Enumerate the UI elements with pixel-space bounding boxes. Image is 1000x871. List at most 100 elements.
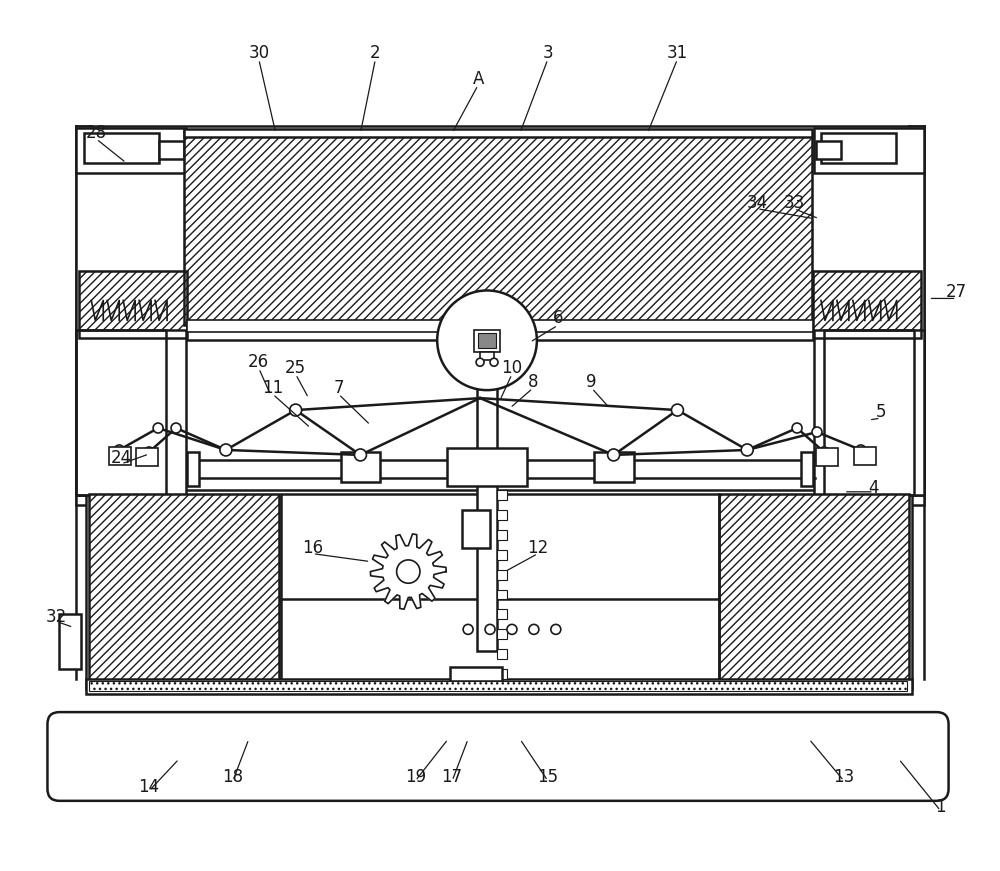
Bar (187, 321, 813, 333)
Bar (84, 133, 159, 163)
Circle shape (397, 560, 420, 584)
Bar (159, 141, 184, 159)
Bar (814, 128, 924, 172)
Circle shape (490, 358, 498, 366)
Bar (89, 494, 279, 685)
Bar (719, 494, 909, 685)
Bar (76, 128, 186, 172)
Bar (497, 550, 507, 559)
Bar (497, 530, 507, 540)
Bar (474, 330, 500, 352)
Bar (821, 133, 896, 163)
Circle shape (171, 423, 181, 433)
Text: 4: 4 (869, 479, 879, 496)
Bar (281, 494, 719, 604)
Bar (462, 510, 490, 548)
Polygon shape (370, 534, 446, 609)
Bar (76, 341, 924, 495)
Bar (813, 271, 921, 338)
Circle shape (144, 447, 154, 457)
Bar (341, 452, 380, 482)
Text: 33: 33 (783, 193, 805, 212)
Bar (497, 610, 507, 619)
Bar (497, 649, 507, 659)
Bar (86, 490, 912, 689)
Bar (497, 510, 507, 520)
Circle shape (437, 290, 537, 390)
Bar (497, 490, 507, 500)
Text: 5: 5 (876, 403, 886, 421)
Text: 3: 3 (543, 44, 553, 62)
FancyBboxPatch shape (47, 712, 949, 800)
Text: 28: 28 (86, 124, 107, 142)
Bar (187, 452, 199, 486)
Circle shape (608, 449, 620, 461)
Text: 11: 11 (262, 379, 283, 397)
Text: 24: 24 (111, 449, 132, 467)
Circle shape (463, 625, 473, 634)
Text: 27: 27 (946, 283, 967, 301)
Text: 19: 19 (405, 768, 426, 786)
Circle shape (114, 445, 124, 455)
Text: 32: 32 (46, 609, 67, 626)
Circle shape (819, 447, 829, 457)
Bar (477, 362, 497, 652)
Bar (816, 448, 838, 466)
Bar (801, 452, 813, 486)
Bar (89, 681, 907, 692)
Bar (89, 494, 279, 685)
Bar (813, 271, 921, 338)
Text: 1: 1 (935, 798, 946, 816)
Bar (76, 126, 924, 505)
Bar (497, 590, 507, 599)
Bar (824, 330, 914, 495)
Circle shape (671, 404, 683, 416)
Circle shape (792, 423, 802, 433)
Bar (59, 614, 81, 669)
Circle shape (220, 444, 232, 456)
Circle shape (290, 404, 302, 416)
Bar (86, 679, 912, 694)
Bar (184, 129, 812, 137)
Bar (76, 330, 166, 495)
Bar (79, 271, 187, 338)
Text: 13: 13 (833, 768, 855, 786)
Bar (76, 330, 186, 495)
Bar (79, 271, 187, 338)
Circle shape (485, 625, 495, 634)
Text: A: A (472, 71, 484, 88)
Bar (450, 667, 502, 681)
Circle shape (812, 427, 822, 437)
Text: 31: 31 (667, 44, 688, 62)
Circle shape (354, 449, 366, 461)
Circle shape (476, 358, 484, 366)
Bar (184, 131, 812, 326)
Bar (854, 447, 876, 465)
Bar (184, 131, 812, 326)
Bar (814, 330, 924, 495)
Text: 7: 7 (333, 379, 344, 397)
Text: 15: 15 (537, 768, 558, 786)
Text: 17: 17 (442, 768, 463, 786)
Text: 18: 18 (222, 768, 243, 786)
Text: 12: 12 (527, 538, 549, 557)
Bar (816, 141, 841, 159)
Text: 6: 6 (553, 309, 563, 327)
Bar (136, 448, 158, 466)
Circle shape (153, 423, 163, 433)
Circle shape (551, 625, 561, 634)
Bar (281, 599, 719, 685)
Text: 9: 9 (586, 373, 597, 391)
Text: 30: 30 (248, 44, 269, 62)
Circle shape (507, 625, 517, 634)
Circle shape (856, 445, 866, 455)
Circle shape (529, 625, 539, 634)
Text: 2: 2 (370, 44, 381, 62)
Bar (497, 570, 507, 579)
Text: 14: 14 (139, 778, 160, 796)
Bar (480, 352, 494, 361)
Text: 10: 10 (501, 359, 523, 377)
Bar (497, 630, 507, 639)
Text: 16: 16 (302, 538, 323, 557)
Bar (719, 494, 909, 685)
